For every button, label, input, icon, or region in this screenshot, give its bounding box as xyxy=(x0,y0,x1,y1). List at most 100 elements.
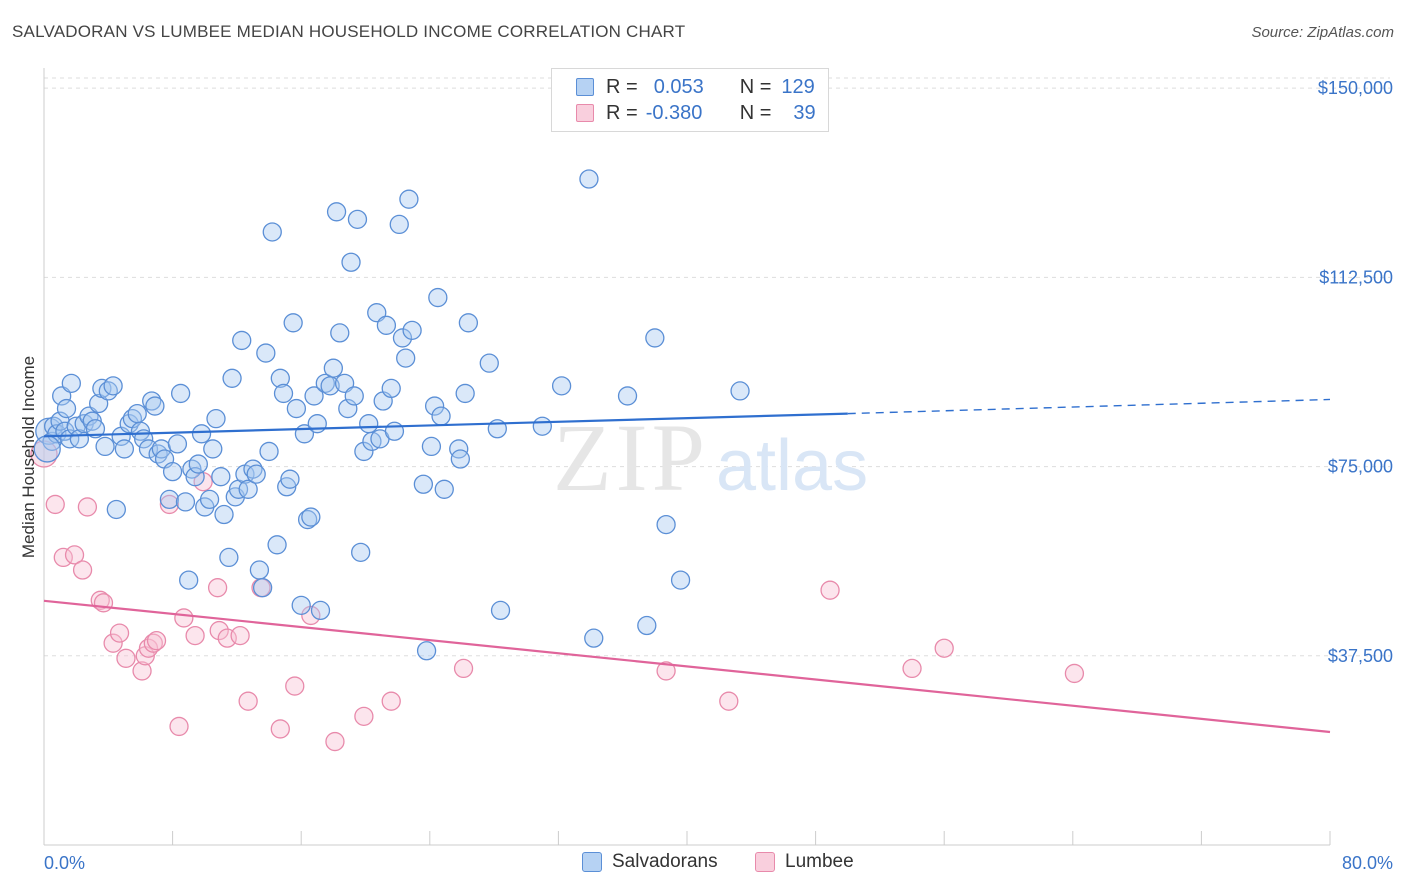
x-tick-label-min: 0.0% xyxy=(44,853,85,873)
salvadoran-point xyxy=(56,398,77,419)
correlation-legend: R = 0.053 N = 129 R = -0.380 N = 39 xyxy=(551,68,829,132)
salvadoran-point xyxy=(185,467,205,487)
legend-n-label: N = xyxy=(739,101,772,124)
lumbee-point xyxy=(238,691,258,711)
lumbee-point xyxy=(301,605,321,626)
lumbee-point xyxy=(64,545,85,565)
salvadoran-point xyxy=(402,320,422,341)
lumbee-point xyxy=(143,633,163,653)
legend-swatch-blue xyxy=(576,78,594,96)
salvadoran-point xyxy=(416,641,437,661)
salvadoran-point xyxy=(238,479,258,499)
lumbee-point xyxy=(209,620,229,641)
salvadoran-point xyxy=(399,189,419,209)
salvadoran-point xyxy=(551,376,572,396)
salvadoran-point xyxy=(670,570,691,590)
salvadoran-point xyxy=(175,492,196,512)
salvadoran-point xyxy=(344,386,364,406)
lumbee-point xyxy=(185,625,205,646)
lumbee-point xyxy=(820,580,840,600)
salvadoran-point xyxy=(214,504,234,525)
salvadorans-swatch xyxy=(582,852,602,872)
salvadoran-point xyxy=(159,489,180,510)
salvadoran-point xyxy=(206,409,226,429)
salvadoran-point xyxy=(301,507,321,527)
lumbee-point xyxy=(270,719,290,739)
lumbee-point xyxy=(381,691,401,711)
y-tick-label: $75,000 xyxy=(1328,457,1393,477)
lumbee-point xyxy=(656,661,676,681)
axes xyxy=(43,68,1331,846)
salvadoran-point xyxy=(203,439,223,459)
lumbee-points xyxy=(30,440,1085,752)
salvadoran-point xyxy=(730,381,750,401)
salvadoran-point xyxy=(106,499,126,520)
salvadoran-point xyxy=(431,406,451,426)
salvadoran-point xyxy=(351,542,371,563)
legend-r-label: R = xyxy=(606,101,638,124)
salvadoran-point xyxy=(291,595,311,615)
legend-r-value: -0.380 xyxy=(645,101,703,124)
legend-n-value: 129 xyxy=(781,75,815,98)
salvadoran-point xyxy=(428,287,448,308)
series-legend-lumbee: Lumbee xyxy=(755,851,854,873)
salvadoran-point xyxy=(450,449,470,469)
salvadoran-point xyxy=(33,435,61,463)
salvadoran-point xyxy=(95,436,115,457)
salvadoran-point xyxy=(304,386,324,406)
salvadoran-point xyxy=(354,441,374,462)
lumbee-point xyxy=(285,676,305,696)
salvadoran-point xyxy=(262,222,282,242)
salvadoran-point xyxy=(85,419,106,439)
salvadoran-point xyxy=(170,383,191,404)
x-tick-label-max: 80.0% xyxy=(1342,853,1393,873)
legend-row-salvadorans: R = 0.053 N = 129 xyxy=(576,75,815,99)
lumbee-point xyxy=(53,547,73,568)
salvadoran-point xyxy=(645,328,665,348)
salvadoran-point xyxy=(341,252,361,272)
salvadoran-point xyxy=(283,313,303,333)
salvadoran-point xyxy=(280,469,300,489)
y-tick-label: $112,500 xyxy=(1319,267,1393,287)
lumbee-trend-line xyxy=(43,599,1331,734)
salvadoran-point xyxy=(338,398,358,419)
salvadoran-point xyxy=(188,454,208,474)
salvadoran-point xyxy=(252,578,273,598)
trend-lines xyxy=(43,398,1331,734)
salvadoran-point xyxy=(532,416,552,436)
salvadoran-point xyxy=(103,376,123,396)
salvadoran-point xyxy=(424,396,445,416)
salvadoran-point xyxy=(145,396,165,416)
lumbee-point xyxy=(453,658,474,679)
legend-swatch-pink xyxy=(576,104,594,122)
salvadoran-point xyxy=(270,368,290,388)
salvadoran-point xyxy=(396,348,416,368)
lumbee-point xyxy=(72,560,93,580)
watermark-atlas: atlas xyxy=(716,426,868,506)
salvadoran-point xyxy=(323,358,344,378)
salvadoran-points xyxy=(33,169,750,661)
lumbee-legend-label: Lumbee xyxy=(785,851,854,872)
legend-r-label: R = xyxy=(606,75,638,98)
salvadoran-point xyxy=(127,403,147,424)
salvadoran-point xyxy=(330,323,350,343)
salvadoran-point xyxy=(219,547,239,568)
salvadoran-point xyxy=(256,343,276,363)
salvadoran-point xyxy=(114,439,135,459)
lumbee-point xyxy=(354,706,374,726)
salvadoran-point xyxy=(259,441,279,462)
legend-r-value: 0.053 xyxy=(653,75,704,98)
lumbee-point xyxy=(132,661,152,681)
salvadoran-point xyxy=(637,615,657,636)
lumbee-point xyxy=(103,633,123,653)
salvadoran-point xyxy=(211,467,231,487)
salvadoran-point xyxy=(286,398,307,419)
salvadoran-point xyxy=(326,202,347,222)
salvadoran-point xyxy=(297,509,318,530)
lumbee-point xyxy=(719,691,739,711)
y-tick-label: $37,500 xyxy=(1328,646,1393,666)
salvadoran-point xyxy=(167,434,188,454)
lumbee-point xyxy=(146,631,167,651)
salvadoran-point xyxy=(249,560,270,580)
salvadoran-point xyxy=(307,414,327,434)
